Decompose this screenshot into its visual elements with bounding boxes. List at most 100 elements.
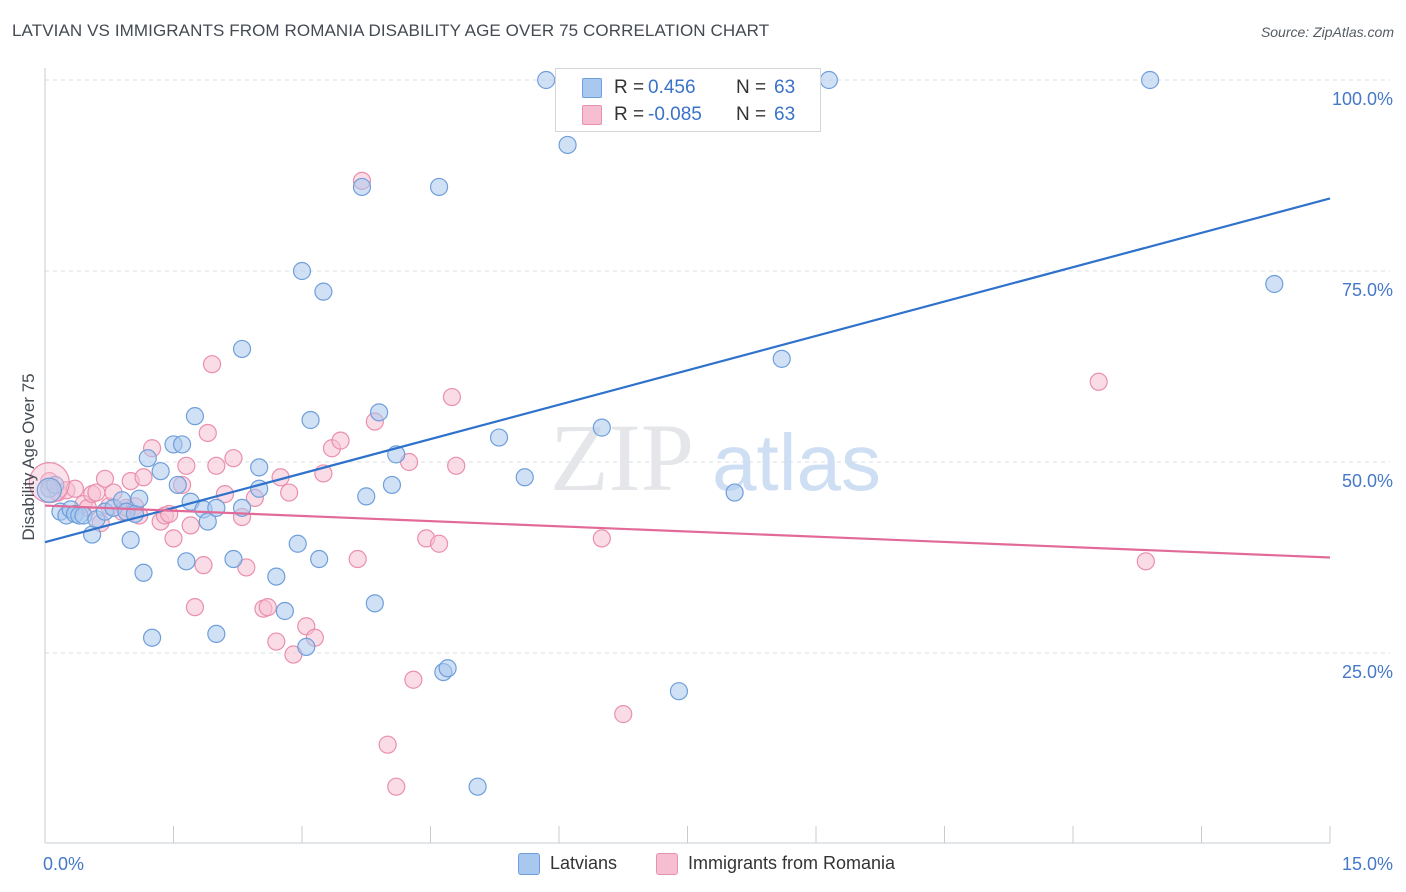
chart-title: LATVIAN VS IMMIGRANTS FROM ROMANIA DISAB… bbox=[12, 21, 770, 40]
romania-point[interactable] bbox=[185, 598, 205, 617]
r-value: 0.456 bbox=[648, 77, 696, 98]
latvian-point[interactable] bbox=[134, 563, 153, 582]
r-value: -0.085 bbox=[648, 104, 702, 125]
grid-layer bbox=[45, 79, 1390, 654]
latvian-point-cluster[interactable] bbox=[36, 477, 62, 503]
romania-point[interactable] bbox=[207, 456, 226, 475]
trend-layer bbox=[44, 197, 1331, 559]
romania-point[interactable] bbox=[614, 705, 633, 724]
romania-point[interactable] bbox=[429, 534, 449, 553]
stats-row-romania: R = -0.085 N = 63 bbox=[556, 101, 820, 127]
romania-point[interactable] bbox=[202, 355, 222, 374]
latvian-point[interactable] bbox=[250, 458, 269, 477]
latvian-point[interactable] bbox=[382, 475, 402, 495]
legend-label: Latvians bbox=[550, 853, 618, 873]
romania-point[interactable] bbox=[194, 556, 213, 575]
romania-point[interactable] bbox=[592, 529, 611, 548]
romania-point[interactable] bbox=[447, 456, 466, 475]
x-tick-label-max: 15.0% bbox=[1342, 854, 1393, 874]
latvian-point[interactable] bbox=[172, 435, 192, 454]
romania-legend-swatch bbox=[656, 853, 678, 875]
latvian-point[interactable] bbox=[224, 549, 243, 569]
legend-label: Immigrants from Romania bbox=[688, 853, 896, 873]
romania-point[interactable] bbox=[404, 670, 423, 689]
latvian-point[interactable] bbox=[1140, 70, 1160, 90]
latvian-point[interactable] bbox=[819, 70, 838, 90]
latvian-point[interactable] bbox=[592, 418, 611, 437]
latvian-point[interactable] bbox=[138, 449, 157, 468]
romania-point[interactable] bbox=[378, 735, 397, 754]
r-label: R = bbox=[614, 104, 645, 125]
latvian-point[interactable] bbox=[365, 594, 384, 613]
latvian-point[interactable] bbox=[142, 628, 162, 647]
latvian-point[interactable] bbox=[352, 177, 372, 197]
stats-legend: R = 0.456 N = 63 R = -0.085 N = 63 bbox=[555, 68, 821, 132]
latvian-point[interactable] bbox=[292, 261, 312, 281]
romania-point[interactable] bbox=[348, 549, 367, 569]
romania-point[interactable] bbox=[177, 456, 196, 475]
romania-point[interactable] bbox=[164, 529, 183, 548]
y-tick-label: 100.0% bbox=[1332, 89, 1393, 109]
n-label: N = bbox=[736, 77, 767, 98]
romania-point[interactable] bbox=[224, 449, 243, 468]
latvian-point[interactable] bbox=[121, 530, 140, 550]
latvian-point[interactable] bbox=[232, 498, 252, 517]
latvian-point[interactable] bbox=[207, 624, 226, 644]
latvian-point[interactable] bbox=[429, 177, 449, 197]
axis-layer bbox=[44, 68, 1331, 844]
y-tick-label: 25.0% bbox=[1342, 662, 1393, 682]
romania-point[interactable] bbox=[442, 387, 462, 407]
latvian-point[interactable] bbox=[669, 682, 689, 701]
latvian-point[interactable] bbox=[772, 349, 791, 368]
romania-point[interactable] bbox=[237, 558, 256, 577]
latvian-point[interactable] bbox=[185, 407, 205, 426]
x-tick-label-min: 0.0% bbox=[43, 854, 84, 874]
latvian-point[interactable] bbox=[177, 552, 196, 571]
romania-point[interactable] bbox=[1136, 552, 1155, 571]
romania-point[interactable] bbox=[181, 516, 200, 535]
latvian-point[interactable] bbox=[130, 489, 149, 508]
romania-point[interactable] bbox=[331, 431, 350, 450]
latvian-point[interactable] bbox=[515, 468, 534, 487]
latvians-swatch bbox=[582, 78, 602, 98]
latvian-point[interactable] bbox=[1265, 274, 1284, 294]
romania-point[interactable] bbox=[267, 632, 286, 651]
romania-point[interactable] bbox=[95, 469, 115, 488]
r-label: R = bbox=[614, 77, 645, 98]
latvian-point[interactable] bbox=[468, 777, 487, 796]
romania-point[interactable] bbox=[258, 598, 277, 617]
romania-point[interactable] bbox=[387, 777, 406, 796]
latvian-point[interactable] bbox=[489, 428, 509, 447]
latvian-point[interactable] bbox=[314, 282, 333, 301]
romania-point[interactable] bbox=[134, 468, 153, 487]
romania-point[interactable] bbox=[1089, 372, 1108, 391]
latvian-point[interactable] bbox=[438, 659, 457, 678]
latvian-point[interactable] bbox=[297, 637, 316, 656]
y-axis-label: Disability Age Over 75 bbox=[19, 373, 38, 540]
labels-layer: 25.0% 50.0% 75.0% 100.0% 0.0% 15.0% Disability… bbox=[19, 89, 1393, 874]
latvian-point[interactable] bbox=[168, 475, 187, 495]
latvians-legend-swatch bbox=[518, 853, 540, 875]
latvian-trend-line bbox=[44, 197, 1331, 544]
latvian-point[interactable] bbox=[267, 567, 286, 586]
latvian-point[interactable] bbox=[370, 403, 389, 422]
latvian-point[interactable] bbox=[725, 483, 744, 502]
latvian-point[interactable] bbox=[357, 487, 376, 506]
latvian-point[interactable] bbox=[275, 601, 294, 621]
romania-point[interactable] bbox=[280, 483, 299, 502]
romania-point[interactable] bbox=[65, 479, 85, 498]
latvian-point[interactable] bbox=[151, 462, 170, 481]
latvian-point[interactable] bbox=[537, 70, 556, 90]
y-tick-label: 50.0% bbox=[1342, 471, 1393, 491]
n-label: N = bbox=[736, 104, 767, 125]
latvian-point[interactable] bbox=[232, 339, 252, 359]
latvian-point[interactable] bbox=[310, 549, 329, 569]
stats-row-latvians: R = 0.456 N = 63 bbox=[556, 74, 820, 100]
latvian-point[interactable] bbox=[301, 410, 320, 430]
romania-trend-line bbox=[44, 504, 1331, 559]
watermark-zip: ZIP bbox=[550, 404, 694, 511]
latvian-point[interactable] bbox=[288, 534, 307, 553]
latvian-point[interactable] bbox=[558, 135, 577, 155]
romania-point[interactable] bbox=[198, 423, 217, 443]
